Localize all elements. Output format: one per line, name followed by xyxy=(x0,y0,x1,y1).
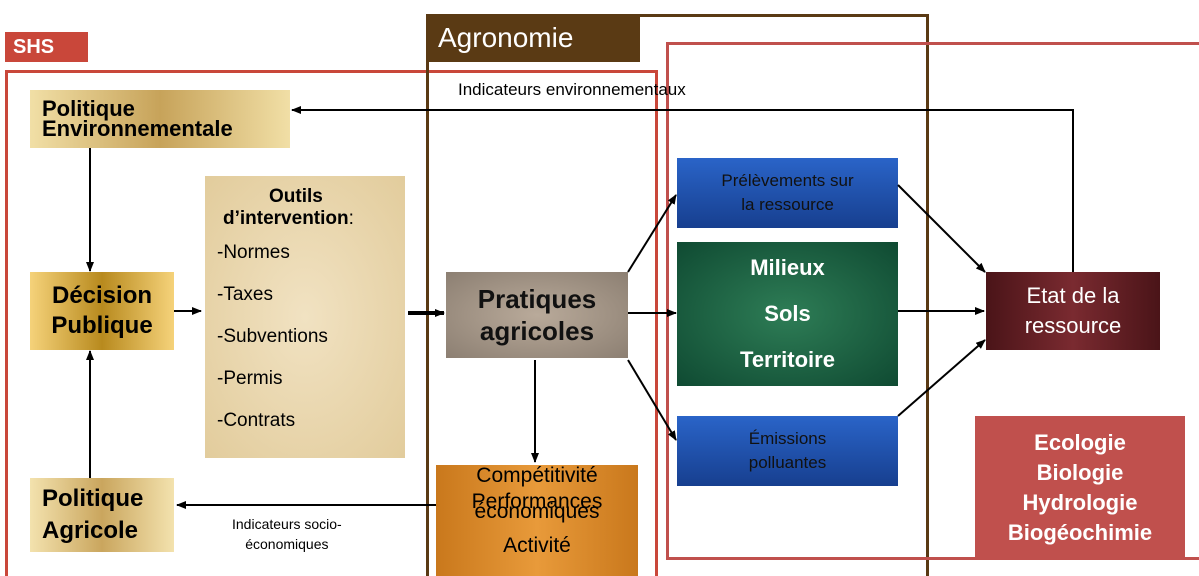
line: la ressource xyxy=(741,195,834,214)
item: -Normes xyxy=(217,242,290,263)
line: polluantes xyxy=(748,453,827,472)
indicator-label: Indicateurs environnementaux xyxy=(458,80,686,99)
item-list: -Normes -Taxes -Subventions -Permis -Contrat… xyxy=(217,232,328,442)
node: Prélèvements sur la ressource xyxy=(677,158,898,228)
line: économiques xyxy=(474,500,600,523)
line: Compétitivité xyxy=(476,464,598,487)
line: Publique xyxy=(51,312,153,339)
shs-label: SHS xyxy=(5,32,88,62)
agronomie-frame xyxy=(426,14,929,576)
line: Performances xyxy=(471,490,603,513)
line: ressource xyxy=(1024,313,1122,338)
line: économiques xyxy=(245,536,329,552)
node: Pratiques agricoles xyxy=(446,272,628,358)
line: Activité xyxy=(503,534,571,557)
shs-frame xyxy=(5,70,658,576)
text: d’intervention xyxy=(223,208,349,229)
line: Ecologie xyxy=(1034,430,1126,455)
line: Environnementale xyxy=(42,116,233,141)
line: Sols xyxy=(764,301,811,326)
line: Politique xyxy=(42,96,135,121)
arrow xyxy=(627,359,677,441)
line: Prélèvements sur xyxy=(721,171,854,190)
arrow xyxy=(627,194,677,273)
line: Décision xyxy=(51,282,153,309)
item: -Contrats xyxy=(217,410,296,431)
line: Agricole xyxy=(42,517,139,544)
agronomie-label: Agronomie xyxy=(426,14,640,62)
line: Hydrologie xyxy=(1022,490,1138,515)
line: Indicateurs socio- xyxy=(232,516,342,532)
node: Décision Publique xyxy=(30,272,174,350)
line: agricoles xyxy=(479,316,595,346)
indicator-label: Indicateurs socio- économiques xyxy=(232,514,342,554)
item: -Taxes xyxy=(217,284,273,305)
line: Pratiques xyxy=(477,284,597,314)
line: Territoire xyxy=(740,347,835,372)
discipline-frame xyxy=(666,42,1199,560)
text: : xyxy=(348,208,354,229)
arrow xyxy=(291,106,1074,272)
line: Milieux xyxy=(750,255,825,280)
node: Compétitivité Performances économiques A… xyxy=(436,465,638,576)
line: d’intervention: xyxy=(217,208,354,230)
arrow xyxy=(897,184,986,273)
item: -Subventions xyxy=(217,326,328,347)
label: Agronomie xyxy=(438,22,574,53)
arrow xyxy=(897,339,986,417)
line: Politique xyxy=(42,485,144,512)
node: Milieux Sols Territoire xyxy=(677,242,898,386)
line: Outils xyxy=(269,186,323,207)
line: Biogéochimie xyxy=(1007,520,1153,545)
node: Etat de la ressource xyxy=(986,272,1160,350)
node: Ecologie Biologie Hydrologie Biogéochimie xyxy=(975,416,1185,560)
line: Biologie xyxy=(1036,460,1124,485)
node: Émissions polluantes xyxy=(677,416,898,486)
node: Politique Environnementale xyxy=(30,90,290,148)
node: Politique Agricole xyxy=(30,478,174,552)
line: Etat de la xyxy=(1026,283,1120,308)
line: Émissions xyxy=(748,429,827,448)
node: Outils d’intervention: -Normes -Taxes -Sub… xyxy=(205,176,405,458)
item: -Permis xyxy=(217,368,283,389)
label: SHS xyxy=(13,35,55,58)
